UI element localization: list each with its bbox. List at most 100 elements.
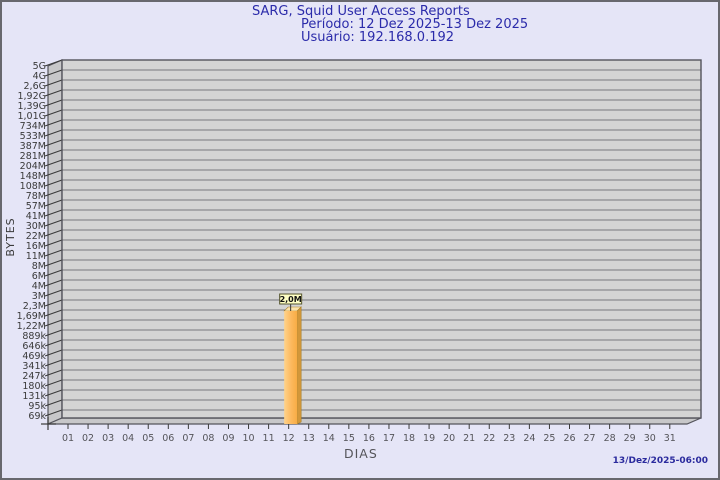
y-axis-tick-label: 5G — [33, 61, 46, 72]
x-axis-tick-label: 29 — [624, 433, 636, 444]
y-axis-tick — [44, 329, 63, 337]
bar-front-face — [284, 311, 298, 424]
chart-title: SARG, Squid User Access Reports — [252, 4, 470, 19]
y-axis-tick — [44, 229, 63, 237]
y-axis-tick-label: 78M — [26, 191, 46, 202]
x-axis-tick-label: 27 — [584, 433, 596, 444]
y-axis-tick-label: 30M — [26, 221, 46, 232]
y-axis-tick — [44, 199, 63, 207]
y-axis-tick — [44, 109, 63, 117]
y-axis-tick — [44, 149, 63, 157]
chart-user: Usuário: 192.168.0.192 — [301, 30, 455, 45]
y-axis-tick — [44, 309, 63, 317]
x-axis-tick-label: 13 — [303, 433, 315, 444]
x-axis-tick-label: 28 — [604, 433, 616, 444]
y-axis-tick-label: 148M — [20, 171, 46, 182]
y-axis-tick — [44, 69, 63, 77]
bar-value-callout-box — [279, 293, 303, 305]
plot-back-wall — [62, 60, 701, 418]
y-axis-tick-label: 1,22M — [17, 321, 46, 332]
x-axis-tick-label: 16 — [363, 433, 375, 444]
x-axis-tick-label: 19 — [423, 433, 435, 444]
y-axis-tick — [44, 249, 63, 257]
y-axis-tick-label: 16M — [26, 241, 46, 252]
x-axis-tick-label: 01 — [62, 433, 74, 444]
y-axis-tick — [44, 89, 63, 97]
bar-side-face — [296, 306, 302, 425]
y-axis-tick-label: 1,39G — [17, 101, 46, 112]
y-axis-tick — [44, 79, 63, 87]
x-axis-tick-label: 08 — [202, 433, 214, 444]
y-axis-tick-label: 108M — [20, 181, 46, 192]
y-axis-tick-label: 8M — [32, 261, 46, 272]
y-axis-tick — [44, 99, 63, 107]
x-axis-tick-label: 02 — [82, 433, 94, 444]
y-axis-tick — [44, 319, 63, 327]
y-axis-tick-label: 180k — [22, 381, 46, 392]
y-axis-tick — [44, 379, 63, 387]
x-axis-tick-label: 23 — [503, 433, 515, 444]
x-axis-tick-label: 26 — [563, 433, 575, 444]
x-axis-tick-label: 20 — [443, 433, 455, 444]
y-axis-tick — [44, 279, 63, 287]
x-axis-tick-label: 07 — [182, 433, 194, 444]
y-axis-tick-label: 889k — [22, 331, 46, 342]
y-axis-tick-label: 41M — [26, 211, 46, 222]
x-axis-tick-label: 04 — [122, 433, 134, 444]
x-axis-tick-label: 10 — [242, 433, 254, 444]
y-axis-tick — [44, 359, 63, 367]
y-axis-tick-label: 4M — [32, 281, 46, 292]
y-axis-tick-label: 57M — [26, 201, 46, 212]
y-axis-tick-label: 95k — [28, 401, 46, 412]
y-axis-tick-label: 281M — [20, 151, 46, 162]
plot-floor — [47, 417, 702, 425]
x-axis-tick-label: 17 — [383, 433, 395, 444]
x-axis-tick-label: 22 — [483, 433, 495, 444]
y-axis-tick-label: 131k — [22, 391, 46, 402]
x-axis-tick-label: 11 — [263, 433, 275, 444]
y-axis-tick-label: 2,3M — [23, 301, 46, 312]
y-axis-tick-label: 1,01G — [17, 111, 46, 122]
y-axis-tick — [44, 129, 63, 137]
x-axis-tick-label: 14 — [323, 433, 335, 444]
y-axis-tick — [44, 59, 63, 67]
x-axis-tick-label: 25 — [543, 433, 555, 444]
x-axis-tick-label: 15 — [343, 433, 355, 444]
y-axis-tick — [44, 369, 63, 377]
y-axis-tick — [44, 119, 63, 127]
y-axis-tick-label: 6M — [32, 271, 46, 282]
y-axis-tick-label: 341k — [22, 361, 46, 372]
x-axis-tick-label: 24 — [523, 433, 535, 444]
x-axis-tick-label: 30 — [644, 433, 656, 444]
bar-value-callout-text: 2,0M — [280, 295, 302, 304]
y-axis-tick-label: 1,92G — [17, 91, 46, 102]
y-axis-tick-label: 469k — [22, 351, 46, 362]
x-axis-tick-label: 09 — [222, 433, 234, 444]
y-axis-tick — [44, 209, 63, 217]
y-axis-tick-label: 2,6G — [24, 81, 46, 92]
y-axis-tick — [44, 299, 63, 307]
x-axis-tick-label: 31 — [664, 433, 676, 444]
x-axis-tick-label: 12 — [283, 433, 295, 444]
x-axis-tick-label: 05 — [142, 433, 154, 444]
chart-period: Período: 12 Dez 2025-13 Dez 2025 — [301, 17, 529, 32]
x-axis-title: DIAS — [344, 446, 378, 461]
x-axis-tick-label: 18 — [403, 433, 415, 444]
y-axis-tick-label: 69k — [28, 411, 46, 422]
y-axis-tick — [44, 389, 63, 397]
y-axis-tick — [44, 159, 63, 167]
x-axis-tick-label: 21 — [463, 433, 475, 444]
y-axis-tick — [44, 289, 63, 297]
y-axis-tick-label: 4G — [33, 71, 46, 82]
y-axis-tick — [44, 169, 63, 177]
x-axis-tick-label: 06 — [162, 433, 174, 444]
y-axis-tick-label: 247k — [22, 371, 46, 382]
y-axis-tick — [44, 269, 63, 277]
x-axis-tick-label: 03 — [102, 433, 114, 444]
y-axis-tick-label: 533M — [20, 131, 46, 142]
y-axis-tick — [44, 179, 63, 187]
y-axis-tick — [44, 259, 63, 267]
y-axis-tick-label: 387M — [20, 141, 46, 152]
plot-wall-outline — [61, 59, 702, 419]
